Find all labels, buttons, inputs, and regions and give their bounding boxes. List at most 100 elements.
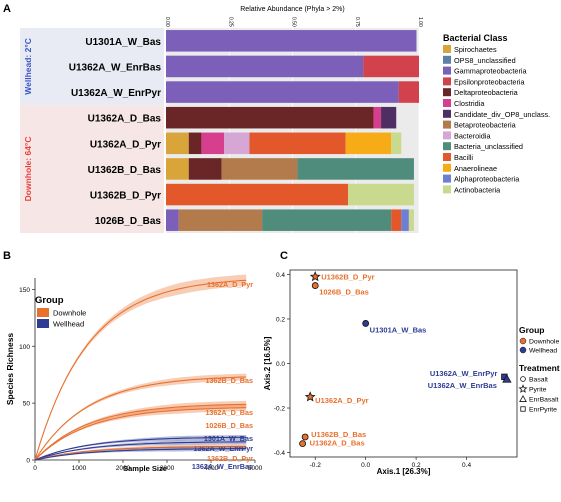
y-axis-title: Axis.2 [16.5%] bbox=[263, 336, 272, 390]
plot-frame bbox=[289, 269, 518, 458]
rarefaction-curve bbox=[34, 376, 247, 461]
legend-swatch bbox=[443, 153, 451, 161]
rarefaction-curve bbox=[34, 403, 247, 461]
x-tick-label: 1.00 bbox=[417, 17, 423, 27]
bar-segment bbox=[221, 158, 298, 180]
y-tick-label: 0.2 bbox=[276, 316, 285, 323]
bar-segment bbox=[391, 209, 402, 231]
point-label: U1362A_W_EnrPyr bbox=[430, 369, 498, 378]
ordination-point bbox=[362, 320, 370, 327]
bar-segment bbox=[381, 106, 397, 129]
confidence-band bbox=[35, 444, 247, 460]
x-tick-label: 3000 bbox=[160, 465, 175, 472]
legend-group-marker bbox=[519, 337, 527, 345]
legend-label: Spirochaetes bbox=[454, 45, 497, 54]
legend-group-title: Group bbox=[519, 325, 545, 335]
ordination-point bbox=[299, 440, 307, 448]
legend-treatment-marker bbox=[520, 406, 526, 412]
panel-a-stacked-bar-chart: Relative Abundance (Phyla > 2%) 0.00 0.25 0… bbox=[20, 6, 550, 233]
group-strip-label: Downhole: 64°C bbox=[23, 137, 33, 202]
bar-segment bbox=[166, 30, 417, 52]
bar-label: U1362A_D_Pyr bbox=[90, 139, 161, 150]
y-tick-label: -0.4 bbox=[274, 450, 286, 457]
legend-swatch bbox=[443, 99, 451, 107]
curve-label: 1362B_D_Pyr bbox=[207, 454, 253, 463]
x-tick-label: 0 bbox=[33, 465, 37, 472]
legend-swatch bbox=[443, 142, 451, 151]
bar-segment bbox=[373, 106, 382, 129]
x-tick-label: 1000 bbox=[72, 465, 87, 472]
legend-label: Wellhead bbox=[53, 320, 84, 329]
ordination-point bbox=[301, 433, 309, 441]
legend-label: Anaerolineae bbox=[454, 164, 497, 173]
legend-swatch bbox=[443, 45, 451, 53]
legend-swatch bbox=[443, 185, 451, 194]
point-label: U1301A_W_Bas bbox=[370, 325, 427, 334]
bar-segment bbox=[262, 209, 392, 231]
legend-group-label: Downhole bbox=[529, 339, 559, 346]
bar-segment bbox=[166, 183, 349, 206]
curve-label: 1362A_D_Pyr bbox=[207, 280, 253, 289]
rarefaction-curve bbox=[34, 448, 247, 461]
legend-swatch bbox=[443, 88, 451, 97]
legend-label: Candidate_div_OP8_unclass. bbox=[454, 110, 550, 119]
bar-label: U1362A_W_EnrPyr bbox=[71, 88, 161, 99]
y-tick-label: 50 bbox=[23, 401, 31, 408]
legend-swatch bbox=[443, 174, 451, 183]
rarefaction-curve bbox=[34, 441, 247, 461]
bar-segment bbox=[408, 209, 414, 231]
curve-label: 1362B_D_Bas bbox=[205, 376, 253, 385]
y-tick-label: -0.2 bbox=[274, 406, 286, 413]
point-label: U1362B_D_Pyr bbox=[321, 273, 374, 282]
legend-swatch bbox=[443, 131, 451, 140]
legend-label: Downhole bbox=[53, 309, 86, 318]
x-tick-label: 0.25 bbox=[227, 17, 233, 27]
point-label: U1362A_D_Bas bbox=[310, 439, 365, 448]
legend-treatment-title: Treatment bbox=[519, 363, 560, 373]
panel-c-ordination-chart: -0.2 0.0 0.2 0.4 -0.4 -0.2 0.0 0.2 0.4 Axis.1 [26… bbox=[263, 269, 560, 476]
x-axis-title: Axis.1 [26.3%] bbox=[377, 467, 431, 476]
y-tick-label: 0 bbox=[26, 458, 30, 465]
x-tick-label: 0.4 bbox=[462, 462, 471, 469]
ordination-point bbox=[304, 391, 316, 402]
confidence-band bbox=[35, 439, 247, 460]
y-tick-label: 100 bbox=[19, 344, 30, 351]
bar-segment bbox=[166, 209, 179, 231]
group-strip-label: Wellhead: 2°C bbox=[23, 38, 33, 95]
legend-title: Group bbox=[35, 295, 64, 306]
panel-label-c: C bbox=[280, 250, 288, 262]
legend-swatch bbox=[443, 109, 451, 118]
bar-segment bbox=[188, 132, 202, 155]
bar-segment bbox=[224, 132, 250, 155]
legend-treatment-label: Basalt bbox=[529, 377, 548, 384]
legend-label: Bacteria_unclassified bbox=[454, 142, 523, 151]
bar-label: 1026B_D_Bas bbox=[95, 216, 162, 227]
point-label: 1026B_D_Bas bbox=[319, 288, 369, 297]
rarefaction-curve bbox=[34, 445, 247, 461]
point-label: U1362A_D_Pyr bbox=[315, 396, 368, 405]
x-tick-label: 0.0 bbox=[361, 462, 370, 469]
bar-label: U1362A_W_EnrBas bbox=[69, 62, 162, 73]
bar-segment bbox=[178, 209, 263, 231]
legend-title: Bacterial Class bbox=[443, 33, 508, 43]
y-tick-label: 150 bbox=[19, 287, 30, 294]
legend-treatment-marker bbox=[519, 394, 527, 402]
legend-group-marker bbox=[519, 346, 527, 354]
legend-treatment-label: EnrPyrite bbox=[529, 407, 557, 414]
legend-label: Deltaproteobacteria bbox=[454, 88, 519, 97]
legend-label: Clostridia bbox=[454, 99, 485, 108]
x-tick-label: 0.00 bbox=[164, 17, 170, 27]
x-tick-label: 4000 bbox=[204, 465, 219, 472]
y-axis-title: Species Richness bbox=[5, 333, 15, 406]
ordination-point bbox=[502, 374, 512, 383]
point-label: U1362A_W_EnrBas bbox=[428, 381, 497, 390]
group-strip-background bbox=[20, 104, 164, 233]
bar-segment bbox=[166, 55, 364, 78]
x-tick-label: 0.2 bbox=[412, 462, 421, 469]
legend-treatment-label: Pyrite bbox=[529, 387, 547, 394]
bar-label: U1362B_D_Bas bbox=[88, 165, 162, 176]
bar-segment bbox=[363, 55, 419, 78]
legend-label: OPS8_unclassified bbox=[454, 56, 516, 65]
panel-b-rarefaction-chart: 0 1000 2000 3000 4000 5000 0 50 100 150 Sample Siz… bbox=[5, 274, 263, 473]
point-label: U1362B_D_Bas bbox=[311, 430, 366, 439]
